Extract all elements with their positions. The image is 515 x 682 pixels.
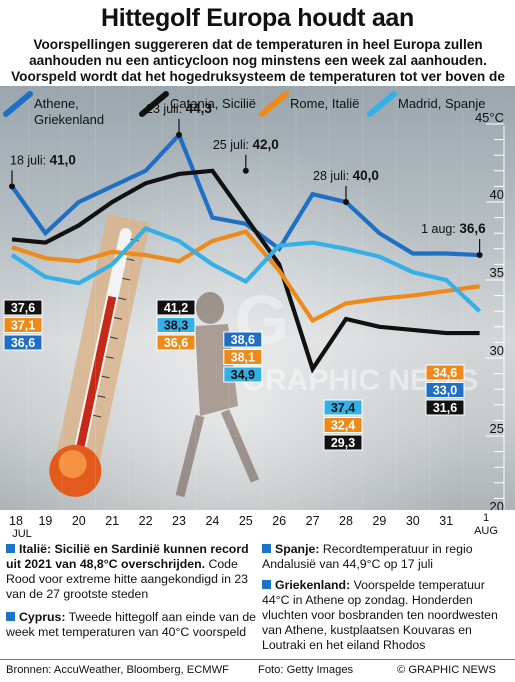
x-tick-label: 19 xyxy=(38,514,53,528)
peak-label: 1 aug: 36,6 xyxy=(421,221,486,236)
value-box xyxy=(323,417,363,433)
value-box-label: 38,1 xyxy=(231,351,255,365)
series-line-athene xyxy=(10,131,480,258)
value-box xyxy=(323,399,363,416)
value-box xyxy=(156,299,196,316)
notes-section: Italië: Sicilië en Sardinië kunnen recor… xyxy=(0,540,515,658)
series-line-madrid xyxy=(10,226,482,313)
x-tick-label: 24 xyxy=(205,514,220,528)
y-tick-label: 45°C xyxy=(475,110,504,125)
x-tick-label: 18 xyxy=(9,514,23,528)
value-box-label: 36,6 xyxy=(164,336,188,350)
peak-label: 25 juli: 42,0 xyxy=(213,137,279,152)
peak-label: 28 juli: 40,0 xyxy=(313,168,379,183)
footer: Bronnen: AccuWeather, Bloomberg, ECMWF F… xyxy=(0,659,515,682)
y-tick-label: 40 xyxy=(490,187,504,202)
value-box-label: 34,6 xyxy=(433,366,457,380)
legend-swatch xyxy=(367,91,397,117)
bullet-square-icon xyxy=(6,612,15,621)
sources: Bronnen: AccuWeather, Bloomberg, ECMWF xyxy=(6,664,230,676)
note-spain: Spanje: Recordtemperatuur in regio Andal… xyxy=(262,542,473,571)
note-italy: Italië: Sicilië en Sardinië kunnen recor… xyxy=(6,542,249,601)
value-box-label: 36,6 xyxy=(11,336,35,350)
value-box-label: 37,4 xyxy=(331,401,355,415)
value-box xyxy=(156,317,196,333)
legend-swatch xyxy=(139,91,169,117)
peak-marker xyxy=(9,183,15,190)
line-chart: GRAPHIC NEWSG45°C4035302520Athene,Grieke… xyxy=(3,86,505,510)
bullet-square-icon xyxy=(6,544,15,553)
value-box xyxy=(223,366,263,383)
peak-marker xyxy=(343,199,349,205)
y-tick-label: 30 xyxy=(490,343,504,358)
legend-label: Catania, Sicilië xyxy=(170,96,256,111)
legend-label: Athene, xyxy=(34,96,79,111)
value-box xyxy=(223,331,263,348)
x-tick-label: 23 xyxy=(172,514,186,528)
legend-swatch xyxy=(3,91,33,117)
x-tick-jul: JUL xyxy=(12,528,32,540)
peak-label: 23 juli: 44,3 xyxy=(146,101,212,116)
legend-label: Rome, Italië xyxy=(290,96,359,111)
photo-background xyxy=(0,86,515,510)
value-box-label: 31,6 xyxy=(433,401,457,415)
y-tick-label: 35 xyxy=(490,265,504,280)
legend-label: Griekenland xyxy=(34,112,104,127)
legend-label: Madrid, Spanje xyxy=(398,96,485,111)
value-box xyxy=(323,434,363,451)
x-tick-label: 26 xyxy=(272,514,287,528)
x-tick-label: 22 xyxy=(138,514,153,528)
value-box xyxy=(425,399,465,416)
legend-swatch xyxy=(259,91,289,117)
note-greece: Griekenland: Voorspelde temperatuur 44°C… xyxy=(262,578,498,652)
x-tick-label: 29 xyxy=(372,514,387,528)
value-box-label: 34,9 xyxy=(231,368,255,382)
peak-marker xyxy=(176,131,182,138)
series-line-catania xyxy=(11,168,480,374)
thermometer-illustration xyxy=(49,214,260,498)
value-box xyxy=(425,382,465,398)
x-tick-aug: 1 AUG xyxy=(474,512,498,537)
bullet-square-icon xyxy=(262,580,271,589)
value-box-label: 29,3 xyxy=(331,436,355,450)
peak-marker xyxy=(476,252,483,259)
value-box xyxy=(3,334,43,351)
x-tick-label: 25 xyxy=(238,514,253,528)
x-tick-label: 20 xyxy=(71,514,86,528)
series-line-rome xyxy=(11,229,480,324)
value-box-label: 37,1 xyxy=(11,319,35,333)
value-box xyxy=(425,364,465,381)
value-box xyxy=(3,317,43,333)
copyright: © GRAPHIC NEWS xyxy=(397,664,496,676)
y-tick-label: 25 xyxy=(490,421,504,436)
x-tick-label: 27 xyxy=(305,514,320,528)
value-box-label: 41,2 xyxy=(164,301,188,315)
bullet-square-icon xyxy=(262,544,271,553)
x-tick-label: 31 xyxy=(439,514,454,528)
x-tick-label: 21 xyxy=(105,514,120,528)
x-tick-label: 28 xyxy=(339,514,353,528)
value-box-label: 33,0 xyxy=(433,384,457,398)
note-cyprus: Cyprus: Tweede hittegolf aan einde van d… xyxy=(6,610,257,639)
page-title: Hittegolf Europa houdt aan xyxy=(100,4,414,32)
x-axis: 18 19 20 21 22 23 24 25 26 27 28 29 30 31 JUL 1 AUG xyxy=(0,510,515,540)
y-tick-label: 20 xyxy=(490,499,504,510)
photo-credit: Foto: Getty Images xyxy=(258,664,354,676)
value-box-label: 38,3 xyxy=(164,319,188,333)
value-box-label: 37,6 xyxy=(11,301,35,315)
value-box xyxy=(223,349,263,365)
value-box xyxy=(3,299,43,316)
peak-marker xyxy=(242,167,249,174)
value-box-label: 32,4 xyxy=(331,419,355,433)
value-box xyxy=(156,334,196,351)
value-box-label: 38,6 xyxy=(231,333,255,347)
peak-label: 18 juli: 41,0 xyxy=(10,152,76,167)
x-tick-label: 30 xyxy=(405,514,420,528)
